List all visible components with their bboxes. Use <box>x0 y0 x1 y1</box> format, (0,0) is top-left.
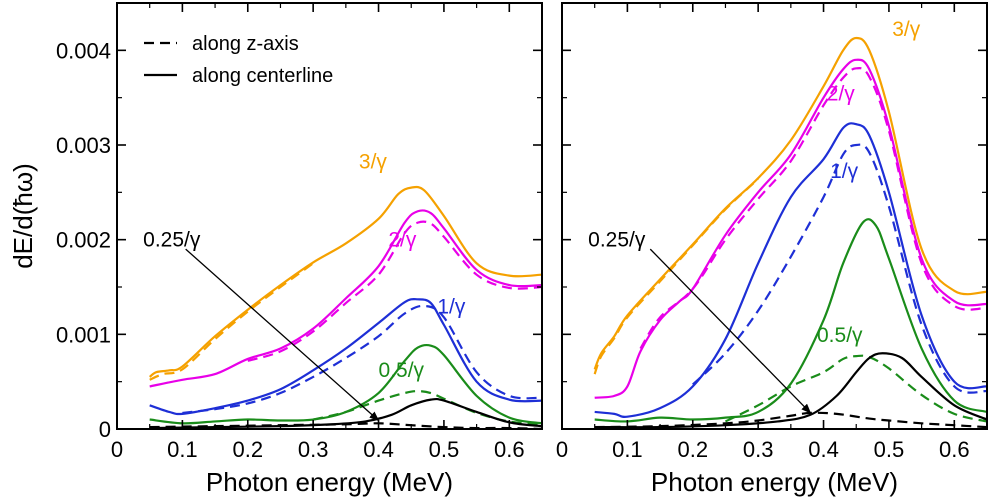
series-1-g-dashed-line <box>182 304 542 415</box>
series-2-g-solid-line <box>149 209 542 388</box>
x-tick-label: 0 <box>111 437 123 462</box>
x-tick-label: 0.5 <box>874 437 905 462</box>
series-0-5-g-dashed-line <box>312 390 542 426</box>
series-3-g-solid-line <box>148 185 542 378</box>
series-0-5-g-solid-line <box>594 218 987 423</box>
y-tick-label: 0 <box>99 417 111 442</box>
y-axis-title: dE/d(ħω) <box>8 163 38 269</box>
x-tick-label: 0.2 <box>677 437 708 462</box>
series-3-g-dashed-line <box>149 262 314 381</box>
series-label-3-g: 3/γ <box>892 18 921 41</box>
series-label-3-g: 3/γ <box>359 151 388 174</box>
y-tick-label: 0.004 <box>56 38 111 63</box>
x-tick-label: 0.3 <box>298 437 329 462</box>
series-label-2-g: 2/γ <box>388 228 417 251</box>
x-tick-label: 0.6 <box>494 437 525 462</box>
annotation-label: 0.25/γ <box>143 228 201 251</box>
x-tick-label: 0 <box>556 437 568 462</box>
annotation-label: 0.25/γ <box>588 228 646 251</box>
x-tick-label: 0.2 <box>232 437 263 462</box>
series-1-g-solid-line <box>594 122 987 418</box>
x-axis-title: Photon energy (MeV) <box>651 467 898 497</box>
series-label-1-g: 1/γ <box>830 160 859 183</box>
x-axis-title: Photon energy (MeV) <box>206 467 453 497</box>
x-tick-label: 0.4 <box>808 437 839 462</box>
left-panel: 0 0.1 0.2 0.3 0.4 0.5 0.6 0 0.001 0.002 0.003 0.004… <box>56 2 543 497</box>
plot-frame <box>561 2 988 430</box>
series-label-0-5-g: 0.5/γ <box>817 324 863 347</box>
series-3-g-solid-line <box>593 36 987 370</box>
series-0-25-g-solid-line <box>594 352 987 429</box>
series-2-g-dashed-line <box>247 220 542 362</box>
series-3-g-dashed-line <box>593 178 759 375</box>
x-tick-label: 0.4 <box>363 437 394 462</box>
legend-label-z-axis: along z-axis <box>192 33 299 55</box>
series-0-25-g-dashed-line <box>594 411 987 429</box>
right-panel: 0 0.1 0.2 0.3 0.4 0.5 0.6 Photon energy (MeV) 3/… <box>556 2 988 497</box>
annotation-arrow <box>185 248 380 422</box>
x-tick-label: 0.1 <box>167 437 198 462</box>
series-label-1-g: 1/γ <box>437 296 466 319</box>
series-label-2-g: 2/γ <box>827 83 856 106</box>
legend: along z-axis along centerline <box>144 33 333 87</box>
series-1-g-solid-line <box>149 297 542 416</box>
series-0-5-g-dashed-line <box>724 354 987 423</box>
series-2-g-solid-line <box>594 58 987 399</box>
x-tick-label: 0.6 <box>939 437 970 462</box>
series-0-5-g-solid-line <box>149 343 542 425</box>
plot-frame <box>116 2 543 430</box>
x-tick-label: 0.1 <box>612 437 643 462</box>
series-2-g-dashed-line <box>639 67 987 350</box>
x-tick-label: 0.5 <box>429 437 460 462</box>
series-1-g-dashed-line <box>692 143 987 394</box>
annotation-arrow <box>649 248 812 414</box>
y-tick-label: 0.001 <box>56 322 111 347</box>
y-tick-label: 0.003 <box>56 133 111 158</box>
legend-label-centerline: along centerline <box>192 65 333 87</box>
x-tick-label: 0.3 <box>743 437 774 462</box>
y-tick-label: 0.002 <box>56 228 111 253</box>
series-label-0-5-g: 0.5/γ <box>379 359 425 382</box>
